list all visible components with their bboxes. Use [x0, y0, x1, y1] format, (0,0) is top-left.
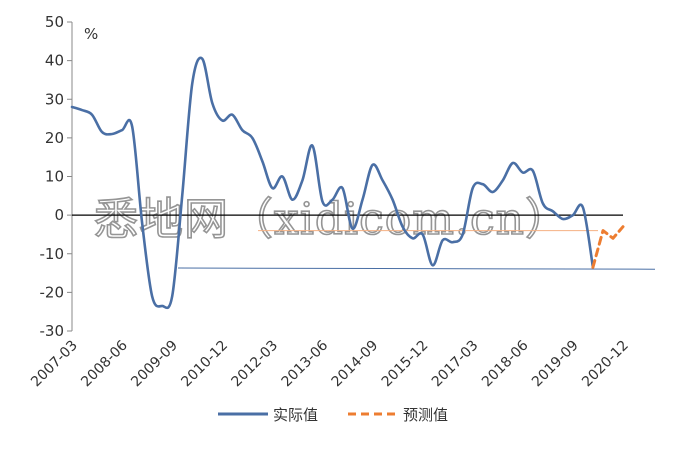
y-tick-label: 50	[45, 13, 64, 31]
reference-lines	[177, 230, 656, 270]
y-tick-label: 40	[45, 52, 64, 70]
x-tick-label: 2012-03	[229, 338, 282, 391]
x-tick-label: 2019-09	[529, 338, 582, 391]
y-unit-label: %	[84, 25, 98, 43]
legend-label-actual: 实际值	[273, 406, 318, 424]
x-tick-label: 2018-06	[479, 337, 532, 390]
x-tick-label: 2010-12	[178, 338, 231, 391]
y-tick-label: -10	[40, 245, 65, 263]
x-tick-label: 2015-12	[379, 338, 432, 391]
x-axis: 2007-032008-062009-092010-122012-032013-…	[28, 337, 632, 390]
legend-label-forecast: 预测值	[403, 406, 448, 424]
x-tick-label: 2009-09	[128, 338, 181, 391]
x-tick-label: 2008-06	[78, 337, 131, 390]
x-tick-label: 2017-03	[429, 338, 482, 391]
series-line-forecast	[591, 225, 625, 269]
series-lines	[70, 56, 625, 310]
actual-reference-line	[177, 267, 656, 270]
series-line-actual	[70, 56, 595, 310]
y-tick-label: 0	[54, 206, 64, 224]
y-axis: 50 40 30 20 10 0 -10 -20 -30	[40, 13, 73, 340]
legend: 实际值 预测值	[218, 406, 448, 424]
y-tick-label: -20	[40, 283, 65, 301]
y-tick-label: 10	[45, 168, 64, 186]
y-tick-label: 30	[45, 90, 64, 108]
x-tick-label: 2007-03	[28, 338, 81, 391]
x-tick-label: 2013-06	[279, 337, 332, 390]
x-tick-label: 2020-12	[579, 338, 632, 391]
y-tick-label: -30	[40, 322, 65, 340]
y-tick-label: 20	[45, 129, 64, 147]
x-tick-label: 2014-09	[329, 338, 382, 391]
